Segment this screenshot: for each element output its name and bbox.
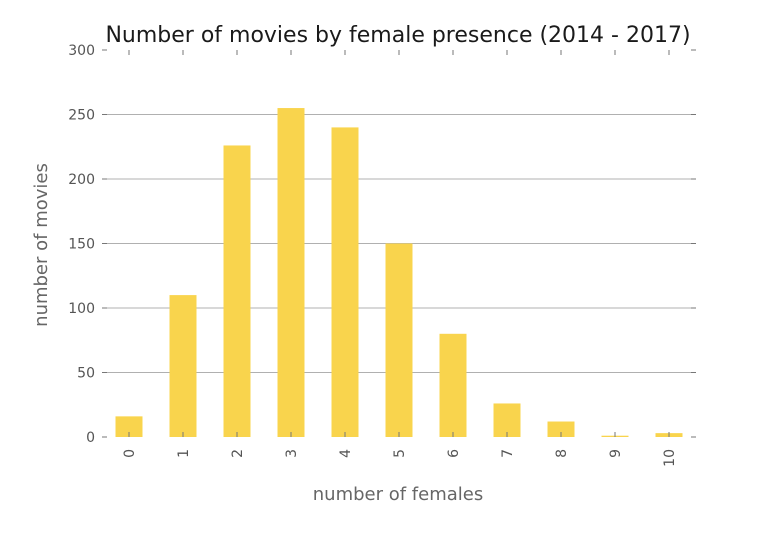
x-axis-ticks: 0 1 2 3 4 5 6 7 8 9 10 [122,50,678,467]
x-tick-label: 7 [500,449,516,458]
y-tick-label: 300 [68,43,95,59]
x-tick-label: 9 [608,449,624,458]
x-tick-label: 6 [446,449,462,458]
bars [115,108,683,438]
y-axis-label: number of movies [31,163,52,327]
bar-3 [277,108,305,438]
x-tick-label: 2 [230,449,246,458]
chart-title: Number of movies by female presence (201… [105,23,690,48]
y-tick-label: 0 [86,430,95,446]
y-tick-label: 250 [68,108,95,124]
x-axis-label: number of females [313,484,483,505]
x-tick-label: 8 [554,449,570,458]
bar-4 [331,127,359,438]
x-tick-label: 4 [338,449,354,458]
y-tick-label: 100 [68,301,95,317]
y-axis-ticks: 0 50 100 150 200 250 300 [68,43,696,446]
x-tick-label: 3 [284,449,300,458]
x-tick-label: 5 [392,449,408,458]
y-tick-label: 200 [68,172,95,188]
x-tick-label: 0 [122,449,138,458]
bar-2 [223,145,251,437]
x-tick-label: 10 [662,449,678,467]
bar-0 [115,416,143,437]
bar-7 [493,403,521,437]
y-tick-label: 50 [77,366,95,382]
x-tick-label: 1 [176,449,192,458]
y-tick-label: 150 [68,237,95,253]
bar-6 [439,333,467,437]
bar-5 [385,243,413,437]
bar-8 [547,421,575,437]
bar-1 [169,295,197,437]
